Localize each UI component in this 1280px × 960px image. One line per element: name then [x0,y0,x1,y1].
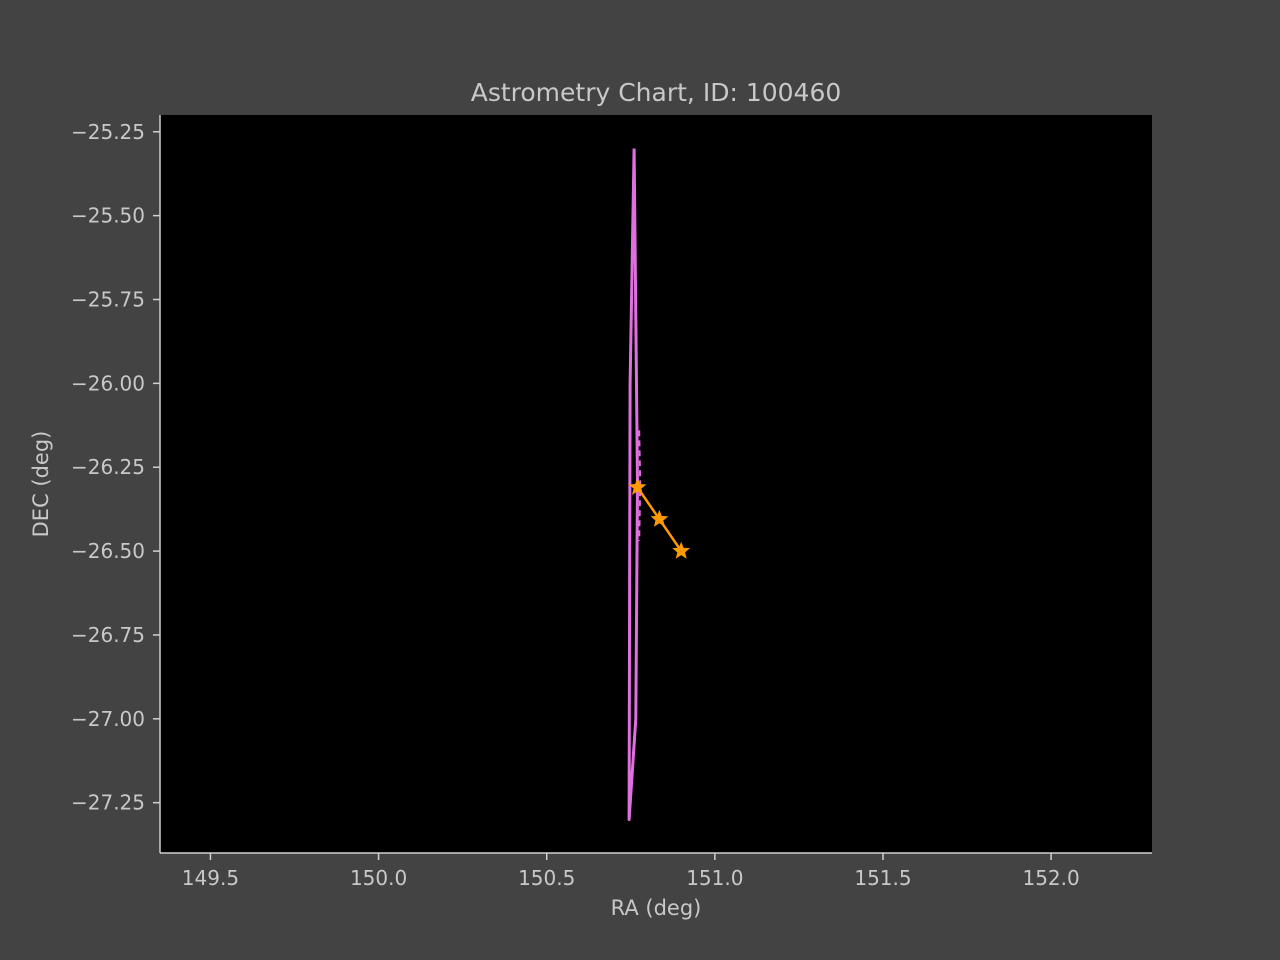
x-axis-label: RA (deg) [611,896,702,920]
y-tick-label: −25.75 [71,288,145,312]
y-tick-label: −26.75 [71,623,145,647]
y-axis-ticks: −25.25 −25.50 −25.75 −26.00 −26.25 −26.50 −26.… [71,120,160,815]
y-tick-label: −26.25 [71,455,145,479]
x-tick-label: 152.0 [1022,866,1079,890]
x-tick-label: 150.0 [350,866,407,890]
track-star-marker [628,478,647,495]
chart-title: Astrometry Chart, ID: 100460 [471,78,842,107]
plot-area [160,115,1152,853]
dashed-ellipse-line [638,430,642,542]
y-axis-label: DEC (deg) [29,431,53,538]
y-tick-label: −27.00 [71,707,145,731]
y-tick-label: −25.25 [71,120,145,144]
y-tick-label: −27.25 [71,791,145,815]
uncertainty-ellipse-line [627,148,639,821]
x-tick-label: 151.5 [854,866,911,890]
plot-background [160,115,1152,853]
y-tick-label: −26.00 [71,371,145,395]
x-tick-label: 150.5 [518,866,575,890]
y-tick-label: −25.50 [71,204,145,228]
x-tick-label: 151.0 [686,866,743,890]
x-tick-label: 149.5 [182,866,239,890]
track-star-marker [672,541,691,559]
track-star-marker [650,509,669,527]
x-axis-ticks: 149.5 150.0 150.5 151.0 151.5 152.0 [182,853,1080,890]
chart-marks [627,148,691,821]
y-tick-label: −26.50 [71,539,145,563]
